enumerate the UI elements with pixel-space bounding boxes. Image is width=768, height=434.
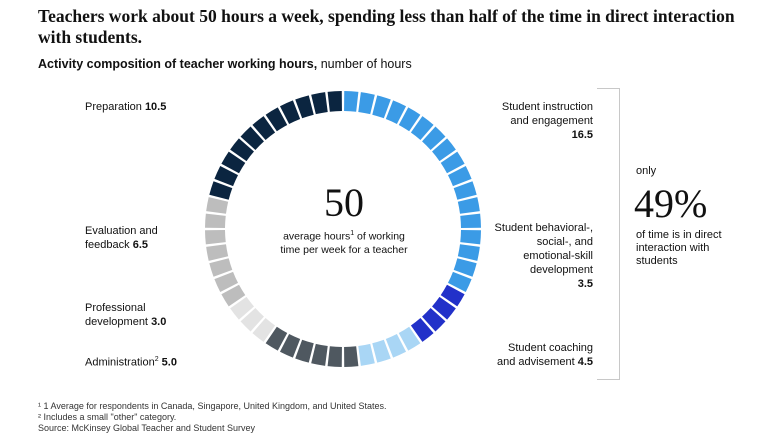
donut-segment-instruction: [432, 138, 456, 162]
callout-only: only: [636, 165, 657, 177]
donut-segment-instruction: [447, 271, 472, 293]
donut-segment-evaluation: [221, 284, 246, 307]
footnote-1: ¹ 1 Average for respondents in Canada, S…: [38, 401, 387, 411]
headline: Teachers work about 50 hours a week, spe…: [38, 6, 735, 47]
donut-segment-administration: [311, 343, 328, 366]
donut-segment-professional-development: [252, 318, 276, 342]
donut-segment-behavioral: [422, 308, 446, 332]
footnotes: ¹ 1 Average for respondents in Canada, S…: [38, 401, 387, 434]
donut-segment-instruction: [453, 181, 477, 200]
callout-percent: 49%: [634, 181, 708, 226]
donut-segment-evaluation: [206, 244, 229, 261]
donut-segment-coaching: [358, 343, 375, 366]
donut-segment-preparation: [214, 165, 239, 187]
donut-segment-instruction: [457, 197, 480, 214]
label-administration: Administration2 5.0: [85, 356, 177, 369]
center-number: 50: [324, 180, 364, 225]
donut-segment-instruction: [410, 116, 434, 140]
donut-segment-coaching: [372, 339, 391, 363]
donut-segment-preparation: [221, 151, 246, 174]
donut-segment-instruction: [358, 92, 375, 115]
direct-interaction-bracket: [597, 88, 620, 380]
donut-segment-coaching: [385, 333, 407, 358]
donut-segment-coaching: [398, 326, 421, 351]
donut-segment-preparation: [230, 138, 254, 162]
donut-segment-evaluation: [206, 197, 229, 214]
donut-segment-preparation: [252, 116, 276, 140]
donut-segment-evaluation: [214, 271, 239, 293]
callout-text: of time is in direct interaction with st…: [636, 229, 722, 267]
center-caption: average hours1 of working time per week …: [280, 230, 408, 256]
label-student-coaching: Student coaching and advisement 4.5: [496, 342, 593, 368]
donut-segment-instruction: [460, 230, 481, 245]
donut-segment-preparation: [265, 107, 288, 132]
label-evaluation: Evaluation and feedback 6.5: [85, 225, 158, 251]
donut-segment-instruction: [385, 100, 407, 125]
donut-segment-preparation: [279, 100, 301, 125]
label-student-instruction: Student instruction and engagement 16.5: [501, 101, 593, 141]
donut-segment-preparation: [209, 181, 233, 200]
footnote-2: ² Includes a small "other" category.: [38, 412, 177, 422]
donut-segment-administration: [344, 346, 359, 367]
donut-segment-preparation: [327, 91, 342, 112]
label-behavioral-development: Student behavioral-, social-, and emotio…: [494, 222, 593, 290]
label-professional-development: Professional development 3.0: [85, 302, 167, 328]
donut-segment-evaluation: [205, 213, 226, 228]
label-preparation: Preparation 10.5: [85, 101, 167, 113]
donut-segment-administration: [295, 339, 314, 363]
donut-segment-professional-development: [230, 296, 254, 320]
donut-segment-instruction: [422, 126, 446, 150]
donut-segment-behavioral: [410, 318, 434, 342]
source-note: Source: McKinsey Global Teacher and Stud…: [38, 423, 255, 433]
donut-segment-preparation: [311, 92, 328, 115]
donut-segment-instruction: [453, 258, 477, 277]
donut-segment-professional-development: [240, 308, 264, 332]
donut-segment-instruction: [344, 91, 359, 112]
donut-segment-behavioral: [440, 284, 465, 307]
donut-segment-behavioral: [432, 296, 456, 320]
donut-segment-administration: [327, 346, 342, 367]
donut-segment-evaluation: [205, 230, 226, 245]
donut-segment-preparation: [240, 126, 264, 150]
donut-segment-instruction: [440, 151, 465, 174]
donut-segment-instruction: [460, 213, 481, 228]
donut-segment-instruction: [372, 95, 391, 119]
donut-segment-evaluation: [209, 258, 233, 277]
donut-segment-instruction: [398, 107, 421, 132]
donut-segment-administration: [265, 326, 288, 351]
donut-segment-instruction: [447, 165, 472, 187]
donut-segment-instruction: [457, 244, 480, 261]
donut-segment-administration: [279, 333, 301, 358]
donut-segment-preparation: [295, 95, 314, 119]
chart-subtitle: Activity composition of teacher working …: [38, 57, 412, 71]
